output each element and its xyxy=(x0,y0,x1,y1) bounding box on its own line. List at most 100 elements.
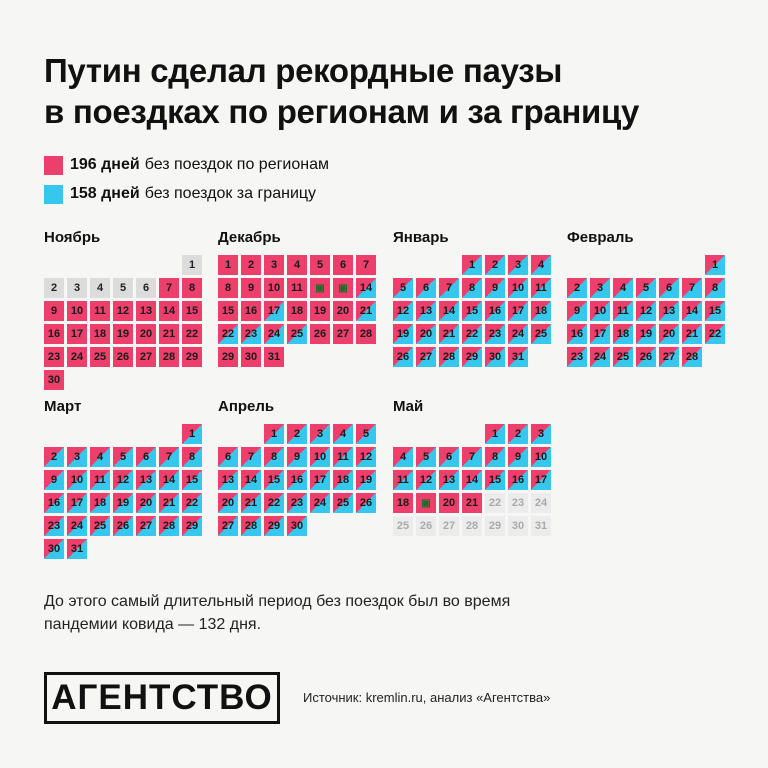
calendar-day: 10 xyxy=(590,301,610,321)
calendar-day: 26 xyxy=(113,516,133,536)
legend-swatch-abroad xyxy=(44,184,63,204)
calendar-day: 24 xyxy=(67,516,87,536)
calendar-day: 23 xyxy=(44,516,64,536)
calendar-day: 14 xyxy=(356,278,376,298)
calendar-day: 10 xyxy=(531,447,551,467)
month-name: Январь xyxy=(393,229,449,246)
calendar-day: 22 xyxy=(462,324,482,344)
calendar-day: 27 xyxy=(136,516,156,536)
calendar-day: 12 xyxy=(113,470,133,490)
calendar-day: 21 xyxy=(241,493,261,513)
calendar-day: 10 xyxy=(264,278,284,298)
calendar-day: 24 xyxy=(264,324,284,344)
calendar-day: 10 xyxy=(67,301,87,321)
month-name: Февраль xyxy=(567,229,634,246)
calendar-day: 1 xyxy=(485,424,505,444)
calendar-day: 11 xyxy=(613,301,633,321)
calendar-day: 11 xyxy=(287,278,307,298)
calendar-day: 6 xyxy=(218,447,238,467)
calendar-day: 3 xyxy=(310,424,330,444)
month-name: Декабрь xyxy=(218,229,281,246)
calendar-day: 5 xyxy=(113,447,133,467)
calendar-day: 13 xyxy=(416,301,436,321)
calendar-day: 12 xyxy=(356,447,376,467)
calendar-day: 24 xyxy=(531,493,551,513)
calendar-day: 23 xyxy=(287,493,307,513)
calendar-day: 9 xyxy=(44,301,64,321)
calendar-day: 16 xyxy=(44,493,64,513)
calendar-day: 1 xyxy=(264,424,284,444)
calendar-day: 7 xyxy=(439,278,459,298)
source-note: Источник: kremlin.ru, анализ «Агентства» xyxy=(303,690,551,705)
calendar-day: 18 xyxy=(90,324,110,344)
calendar-day: 4 xyxy=(531,255,551,275)
calendar-day: 29 xyxy=(182,516,202,536)
calendar-day: 1 xyxy=(182,255,202,275)
calendar-day: 2 xyxy=(44,447,64,467)
calendar-day: 28 xyxy=(356,324,376,344)
calendar-day: 28 xyxy=(462,516,482,536)
calendar-day: 13 xyxy=(659,301,679,321)
calendar-day: 11 xyxy=(531,278,551,298)
calendar-day: 28 xyxy=(682,347,702,367)
calendar-day: 3 xyxy=(67,278,87,298)
calendar-day: 17 xyxy=(310,470,330,490)
calendar-day: 22 xyxy=(264,493,284,513)
calendar-day: 5 xyxy=(636,278,656,298)
legend-abroad-value: 158 дней xyxy=(70,185,140,202)
calendar-day: 15 xyxy=(705,301,725,321)
calendar-day: 15 xyxy=(264,470,284,490)
calendar-day: 18 xyxy=(287,301,307,321)
calendar-day: 4 xyxy=(613,278,633,298)
calendar-day: 23 xyxy=(508,493,528,513)
calendar-day: 26 xyxy=(636,347,656,367)
title-line-1: Путин сделал рекордные паузы xyxy=(44,52,563,89)
page-title: Путин сделал рекордные паузы в поездках … xyxy=(44,50,744,132)
footnote: До этого самый длительный период без пое… xyxy=(44,593,511,633)
calendar-day: 25 xyxy=(333,493,353,513)
calendar-day: 7 xyxy=(159,278,179,298)
calendar-day: 19 xyxy=(636,324,656,344)
calendar-day: 26 xyxy=(310,324,330,344)
calendar-day: 1 xyxy=(182,424,202,444)
calendar-day: 22 xyxy=(182,493,202,513)
calendar-day: 24 xyxy=(508,324,528,344)
calendar-day: 25 xyxy=(613,347,633,367)
month-name: Ноябрь xyxy=(44,229,101,246)
calendar-day: 15 xyxy=(485,470,505,490)
calendar-day: 3 xyxy=(590,278,610,298)
calendar-day: 30 xyxy=(241,347,261,367)
calendar-day: 16 xyxy=(287,470,307,490)
legend-swatch-regions xyxy=(44,155,63,175)
calendar-day: 5 xyxy=(416,447,436,467)
calendar-day: 25 xyxy=(287,324,307,344)
calendar-day: 17 xyxy=(264,301,284,321)
calendar-day: 25 xyxy=(90,516,110,536)
calendar-day: 15 xyxy=(462,301,482,321)
calendar-day: 25 xyxy=(531,324,551,344)
calendar-day: 14 xyxy=(159,301,179,321)
calendar-day: 9 xyxy=(485,278,505,298)
title-line-2: в поездках по регионам и за границу xyxy=(44,93,640,130)
calendar-day: 7 xyxy=(356,255,376,275)
calendar-day: 8 xyxy=(218,278,238,298)
calendar-day: 5 xyxy=(393,278,413,298)
calendar-day: 29 xyxy=(485,516,505,536)
calendar-day: 20 xyxy=(136,493,156,513)
calendar-day: 5 xyxy=(310,255,330,275)
calendar-day: 21 xyxy=(462,493,482,513)
calendar-day: 3 xyxy=(508,255,528,275)
calendar-day: 25 xyxy=(393,516,413,536)
calendar-day: 16 xyxy=(485,301,505,321)
calendar-day: 21 xyxy=(439,324,459,344)
legend-regions-label: без поездок по регионам xyxy=(144,156,329,173)
calendar-day: ▣ xyxy=(333,278,353,298)
calendar-day: 19 xyxy=(113,493,133,513)
calendar-day: 8 xyxy=(705,278,725,298)
calendar-day: 16 xyxy=(241,301,261,321)
month-name: Март xyxy=(44,398,82,415)
calendar-day: 20 xyxy=(333,301,353,321)
calendar-day: 2 xyxy=(567,278,587,298)
calendar-day: 28 xyxy=(241,516,261,536)
calendar-day: 20 xyxy=(439,493,459,513)
